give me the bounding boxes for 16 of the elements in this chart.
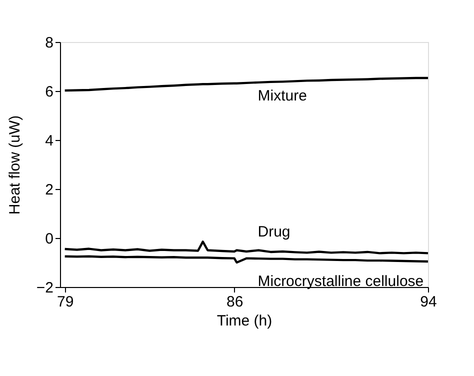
- y-axis-title: Heat flow (uW): [6, 115, 24, 215]
- x-tick-label: 79: [57, 294, 74, 310]
- series-label: Mixture: [258, 88, 307, 105]
- y-tick-label: 0: [45, 230, 54, 248]
- y-tick-label: 4: [45, 132, 54, 150]
- y-tick-label: 6: [45, 84, 54, 100]
- y-tick-label: 8: [45, 34, 54, 52]
- line-series: [64, 240, 430, 254]
- series-label: Drug: [258, 223, 290, 240]
- x-tick-label: 86: [226, 294, 244, 310]
- x-tick-label: 94: [420, 294, 437, 310]
- line-series: [64, 255, 430, 264]
- series-label: Microcrystalline cellulose: [258, 272, 424, 290]
- y-tick-label: −2: [36, 280, 54, 296]
- y-tick-label: 2: [45, 182, 54, 198]
- x-axis-title: Time (h): [216, 312, 272, 330]
